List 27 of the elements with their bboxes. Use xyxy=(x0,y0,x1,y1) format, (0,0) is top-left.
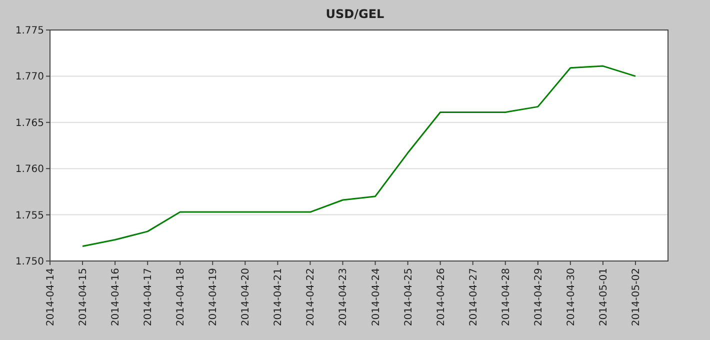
y-tick-label: 1.755 xyxy=(15,210,44,222)
x-tick-label: 2014-04-27 xyxy=(468,268,480,326)
x-tick-label: 2014-04-29 xyxy=(533,268,544,326)
x-tick-label: 2014-04-18 xyxy=(176,268,187,326)
x-tick-label: 2014-04-14 xyxy=(46,268,56,326)
x-tick-label: 2014-04-25 xyxy=(403,268,414,326)
x-tick-label: 2014-04-23 xyxy=(338,268,350,326)
line-series xyxy=(82,65,636,247)
x-tick-label: 2014-04-22 xyxy=(306,268,317,326)
x-tick-label: 2014-05-02 xyxy=(630,268,642,326)
y-tick-label: 1.775 xyxy=(15,26,44,36)
x-tick-label: 2014-04-16 xyxy=(110,268,122,326)
y-tick-label: 1.765 xyxy=(15,118,44,129)
y-tick-label: 1.750 xyxy=(15,256,44,268)
x-tick-label: 2014-04-30 xyxy=(566,268,577,326)
x-tick-label: 2014-04-17 xyxy=(143,268,154,326)
x-tick-label: 2014-04-26 xyxy=(436,268,447,326)
x-tick-label: 2014-04-20 xyxy=(240,268,252,326)
y-tick-label: 1.770 xyxy=(15,72,44,83)
chart-title: USD/GEL xyxy=(326,7,385,21)
x-tick-label: 2014-04-28 xyxy=(500,268,512,326)
x-tick-label: 2014-04-19 xyxy=(208,268,220,326)
x-tick-label: 2014-04-15 xyxy=(78,268,90,326)
y-tick-label: 1.760 xyxy=(15,164,44,176)
x-tick-label: 2014-04-24 xyxy=(370,268,382,326)
x-tick-label: 2014-04-21 xyxy=(273,268,284,326)
x-tick-label: 2014-05-01 xyxy=(598,268,610,326)
